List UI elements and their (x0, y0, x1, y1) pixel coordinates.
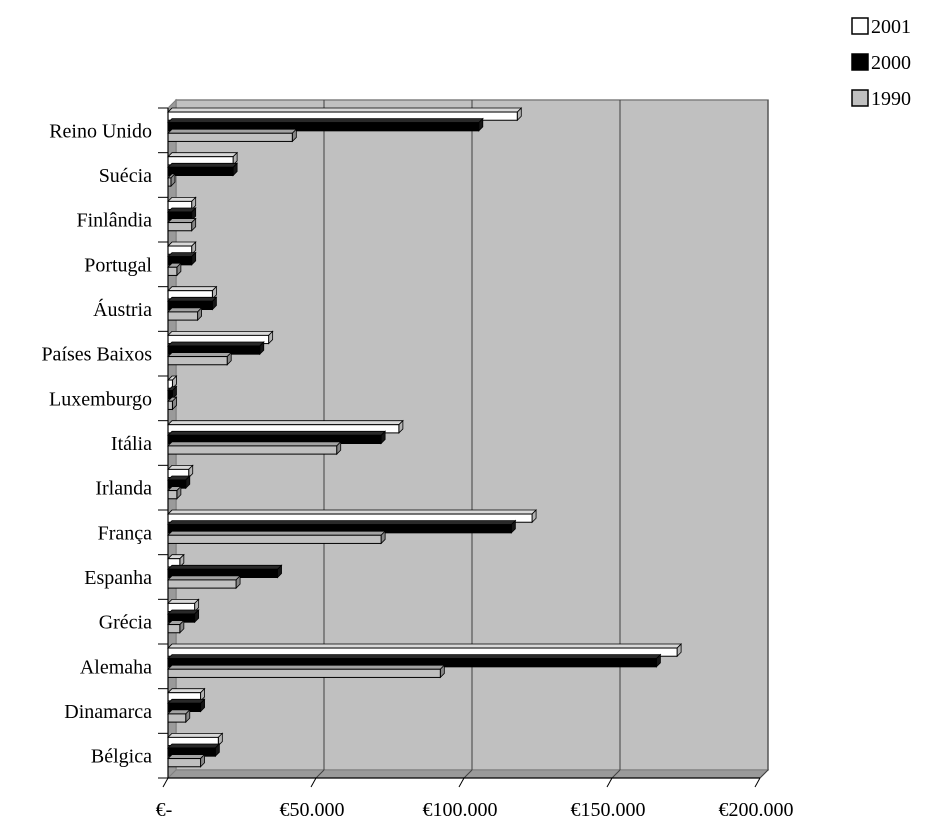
legend-swatch (851, 53, 869, 71)
legend: 2001 2000 1990 (851, 16, 911, 110)
x-tick (606, 777, 613, 788)
x-tick (458, 777, 465, 788)
gridline-floor (315, 769, 325, 779)
category-label: Luxemburgo (49, 388, 152, 410)
category-label: Irlanda (95, 478, 152, 500)
category-label: Grécia (99, 612, 152, 634)
x-tick (162, 777, 169, 788)
bar (167, 330, 274, 345)
x-tick (310, 777, 317, 788)
bar (167, 619, 185, 634)
category-label: França (98, 522, 153, 544)
bar (167, 530, 387, 545)
x-tick-label: €200.000 (719, 799, 794, 821)
legend-label: 2001 (871, 16, 911, 38)
bar (167, 485, 182, 500)
bar (167, 440, 342, 456)
x-tick-label: €- (156, 799, 173, 821)
bar (167, 262, 182, 277)
legend-label: 2000 (871, 52, 911, 74)
x-tick-label: €50.000 (280, 799, 345, 821)
bar (167, 664, 446, 679)
bar (167, 207, 197, 222)
bar (167, 151, 239, 166)
bar (167, 732, 224, 747)
legend-label: 1990 (871, 88, 911, 110)
bar (167, 296, 218, 311)
category-label: Dinamarca (64, 701, 152, 723)
x-tick (754, 777, 761, 788)
category-label: Suécia (99, 165, 152, 187)
bar (167, 375, 178, 390)
bar (167, 162, 239, 177)
bar (167, 430, 387, 445)
bar (167, 306, 203, 322)
bar (167, 708, 191, 724)
bar (167, 351, 233, 366)
bar (167, 128, 298, 143)
category-label: Países Baixos (41, 344, 152, 366)
category-label: Bélgica (91, 746, 152, 768)
category-label: Reino Unido (49, 120, 152, 142)
category-labels: Reino Unido Suécia Finlândia Portugal Áustri… (41, 120, 152, 767)
bar (167, 341, 265, 356)
gridline-floor (759, 769, 769, 779)
bar (167, 687, 206, 702)
x-tick-labels: €- €50.000 €100.000 €150.000 €200.000 (156, 799, 794, 821)
x-tick-label: €150.000 (571, 799, 646, 821)
category-label: Itália (111, 433, 152, 455)
category-label: Finlândia (76, 210, 152, 232)
x-tick-label: €100.000 (423, 799, 498, 821)
bar (167, 241, 197, 256)
legend-swatch (851, 17, 869, 35)
bar (167, 419, 404, 434)
bar (167, 285, 218, 300)
category-label: Alemaha (80, 656, 152, 678)
axes (158, 107, 761, 788)
legend-swatch (851, 89, 869, 107)
bar (167, 574, 242, 590)
bar (167, 172, 176, 188)
bar (167, 251, 197, 266)
category-label: Espanha (84, 567, 152, 589)
bar (167, 509, 538, 524)
category-label: Áustria (93, 298, 152, 321)
bar (167, 598, 200, 613)
gridline-floor (463, 769, 473, 779)
gridline-floor (611, 769, 621, 779)
bar (167, 553, 185, 568)
bar (167, 217, 197, 232)
category-label: Portugal (84, 254, 152, 276)
bar (167, 753, 206, 768)
